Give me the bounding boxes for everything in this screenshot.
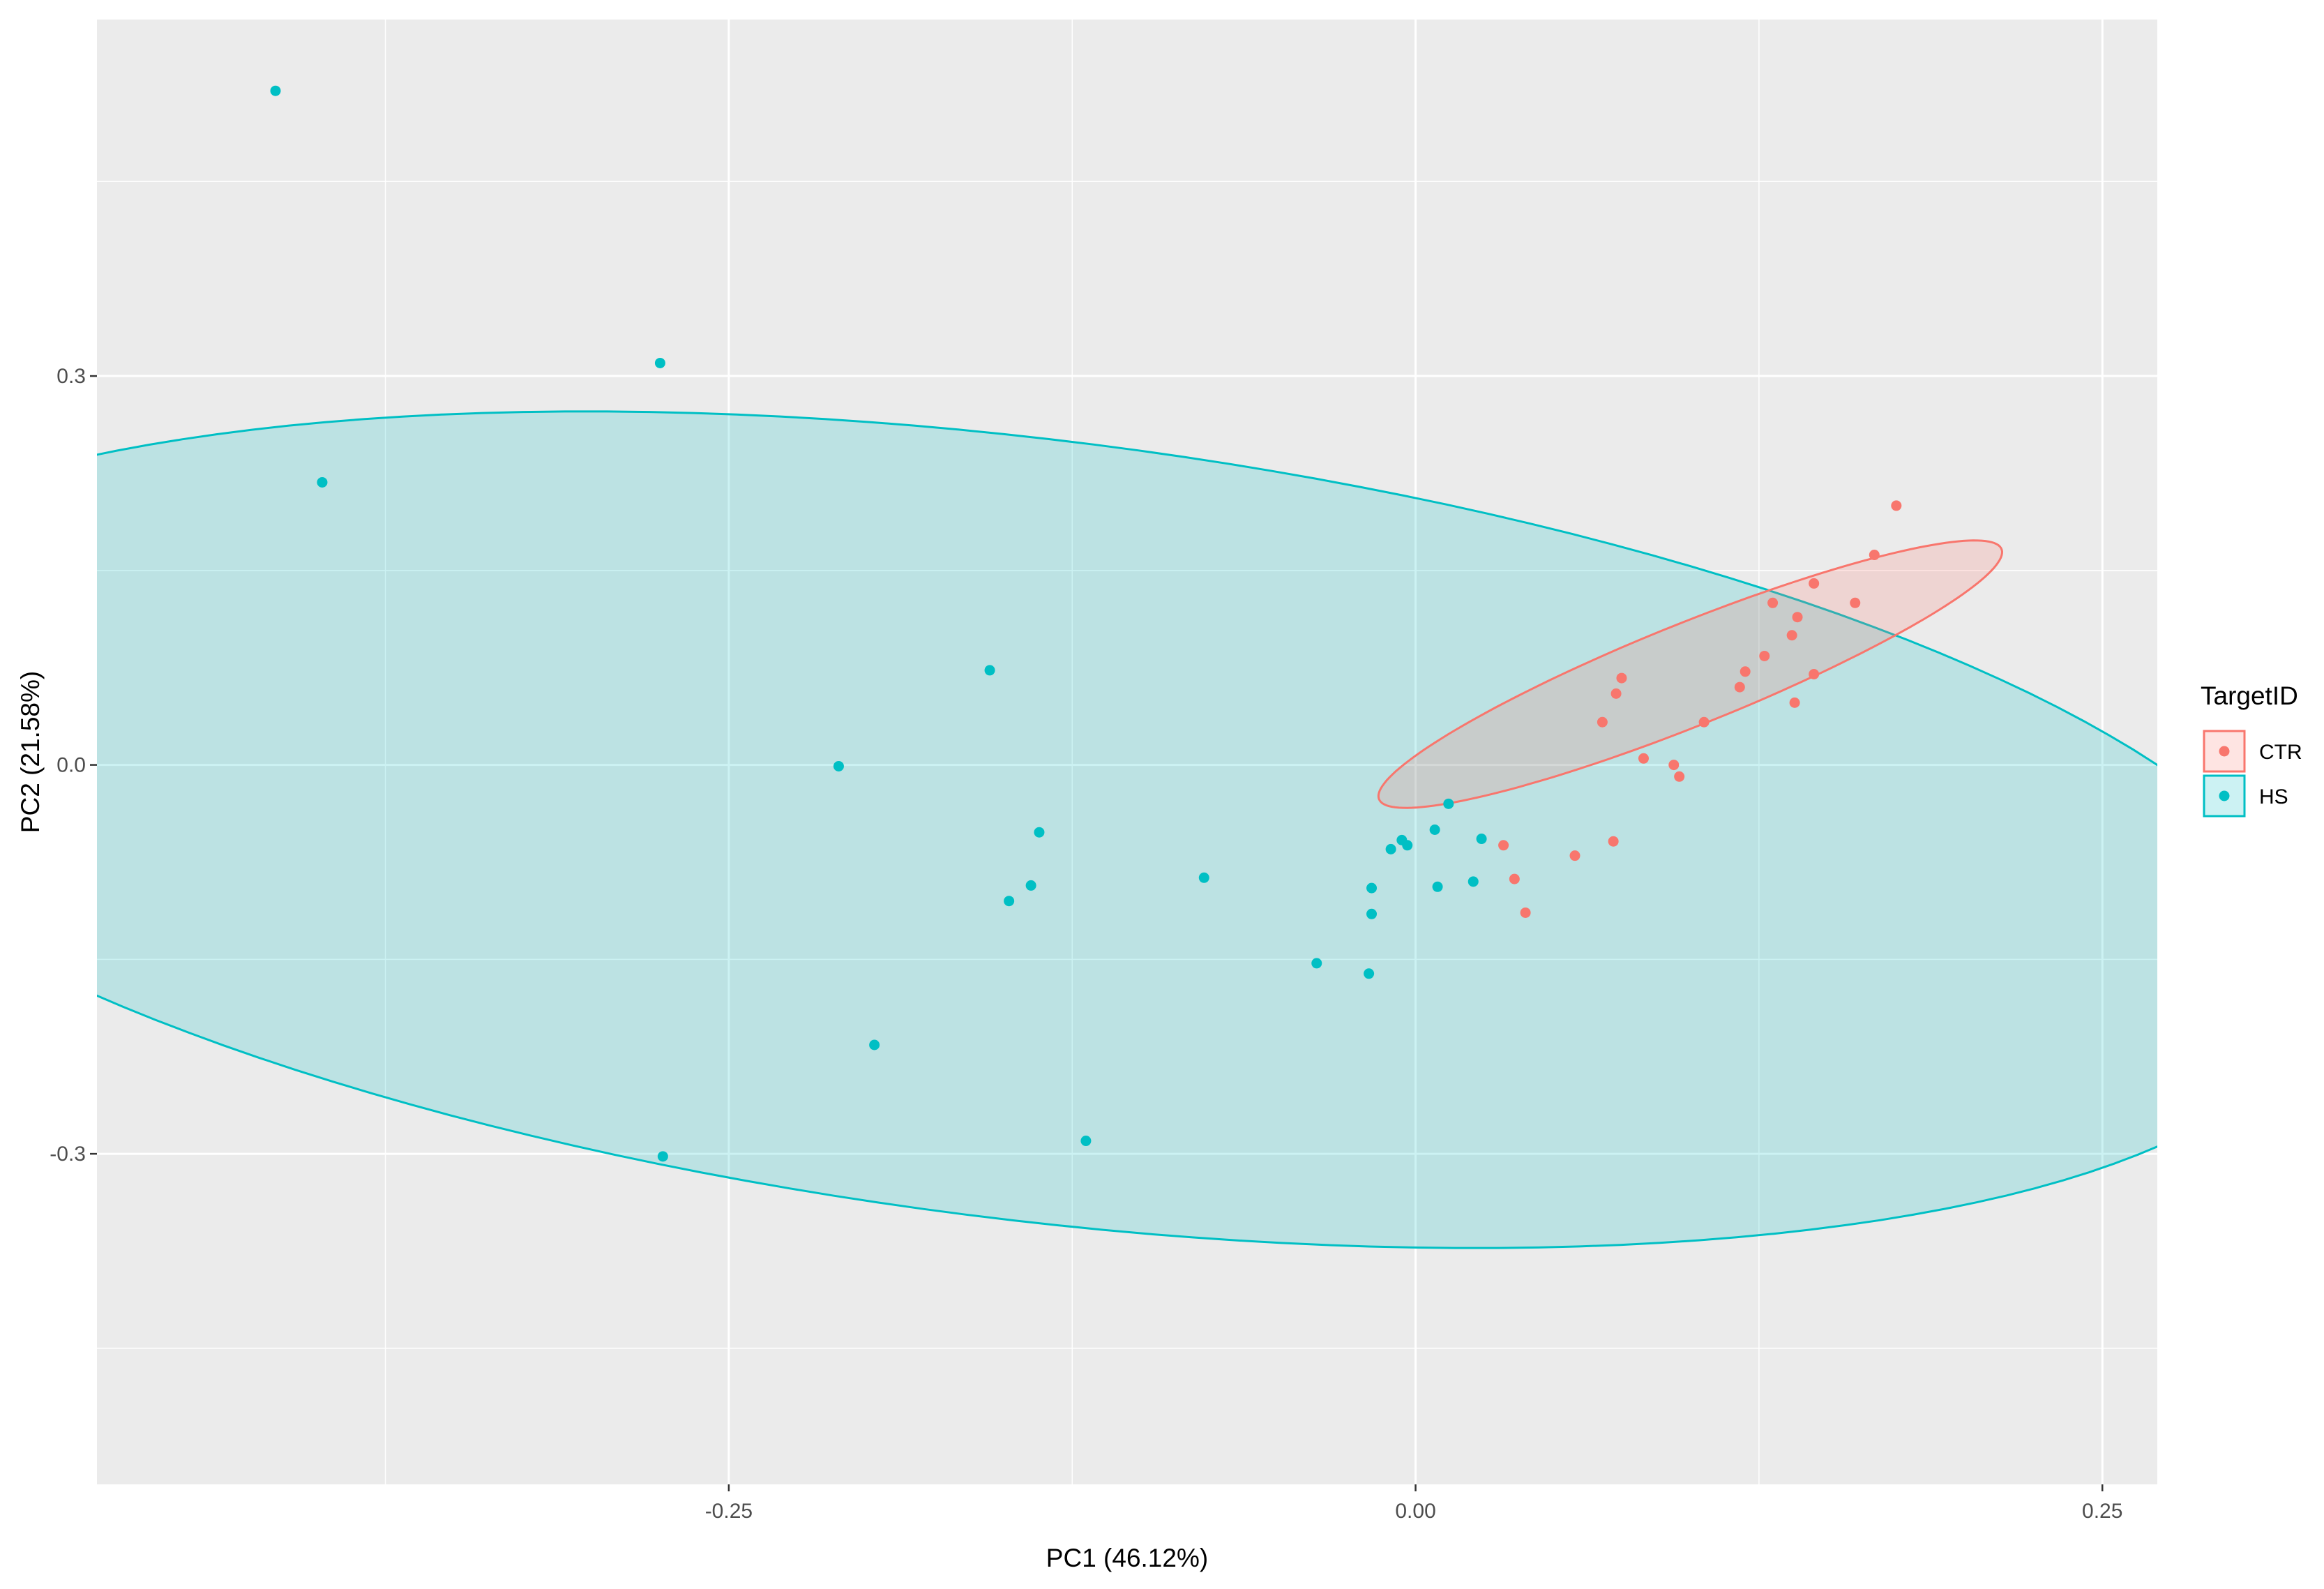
x-axis-title: PC1 (46.12%) [1046, 1544, 1208, 1572]
point-ctr [1520, 907, 1531, 918]
point-ctr [1674, 771, 1685, 782]
data-points [270, 85, 1902, 1162]
point-ctr [1809, 578, 1820, 589]
point-hs [317, 476, 328, 488]
point-hs [654, 357, 665, 368]
point-hs [270, 85, 281, 96]
point-ctr [1767, 597, 1779, 608]
point-hs [1476, 834, 1487, 845]
y-tick-label: -0.3 [50, 1143, 86, 1166]
x-tick-label: 0.00 [1395, 1500, 1435, 1523]
point-ctr [1638, 753, 1649, 764]
point-hs [1004, 896, 1015, 907]
point-hs [1198, 872, 1209, 883]
point-hs [1467, 876, 1479, 887]
point-ctr [1569, 850, 1580, 861]
point-hs [1311, 958, 1322, 969]
point-hs [1429, 824, 1440, 836]
point-ctr [1792, 612, 1803, 623]
point-hs [1432, 881, 1443, 892]
point-hs [1366, 908, 1378, 919]
point-ctr [1869, 550, 1880, 561]
x-tick-label: 0.25 [2082, 1500, 2122, 1523]
point-ctr [1759, 650, 1770, 661]
point-ctr [1734, 681, 1745, 693]
point-ctr [1786, 630, 1797, 641]
point-hs [657, 1151, 668, 1162]
point-hs [1034, 827, 1045, 838]
legend-title: TargetID [2201, 681, 2298, 710]
point-ctr [1891, 500, 1902, 511]
y-axis-title: PC2 (21.58%) [16, 671, 45, 833]
point-ctr [1850, 597, 1861, 608]
point-ctr [1698, 716, 1710, 728]
ellipse-ctr [1377, 539, 2004, 809]
point-hs [1025, 880, 1036, 891]
legend-key-point [2219, 790, 2230, 801]
point-ctr [1608, 836, 1619, 847]
point-ctr [1616, 672, 1627, 684]
point-ctr [1509, 873, 1520, 884]
y-tick-label: 0.3 [56, 365, 86, 388]
point-ctr [1610, 688, 1622, 699]
point-hs [1402, 840, 1413, 851]
legend-label: HS [2259, 785, 2288, 808]
grid [97, 20, 2157, 1484]
point-hs [984, 665, 995, 676]
point-hs [1385, 843, 1396, 854]
point-ctr [1498, 840, 1509, 851]
point-hs [833, 760, 844, 771]
point-hs [1080, 1136, 1092, 1147]
point-hs [1443, 798, 1454, 809]
axes: -0.25 0.00 0.25 -0.3 0.0 0.3 [50, 365, 2122, 1523]
legend-item-hs: HS [2203, 774, 2288, 818]
legend-item-ctr: CTR [2203, 730, 2302, 773]
confidence-ellipses [97, 410, 2157, 1249]
legend: TargetID CTR HS [2201, 681, 2302, 818]
point-hs [1366, 882, 1378, 894]
plot-panel [97, 20, 2157, 1484]
point-hs [869, 1039, 880, 1050]
point-hs [1364, 968, 1375, 979]
point-ctr [1789, 697, 1800, 708]
point-ctr [1668, 760, 1680, 771]
point-ctr [1597, 716, 1608, 728]
point-ctr [1740, 666, 1751, 677]
y-tick-label: 0.0 [56, 754, 86, 777]
x-tick-label: -0.25 [705, 1500, 753, 1523]
legend-label: CTR [2259, 741, 2302, 764]
point-ctr [1809, 668, 1820, 679]
ellipse-hs [97, 410, 2157, 1249]
legend-key-point [2219, 746, 2230, 757]
